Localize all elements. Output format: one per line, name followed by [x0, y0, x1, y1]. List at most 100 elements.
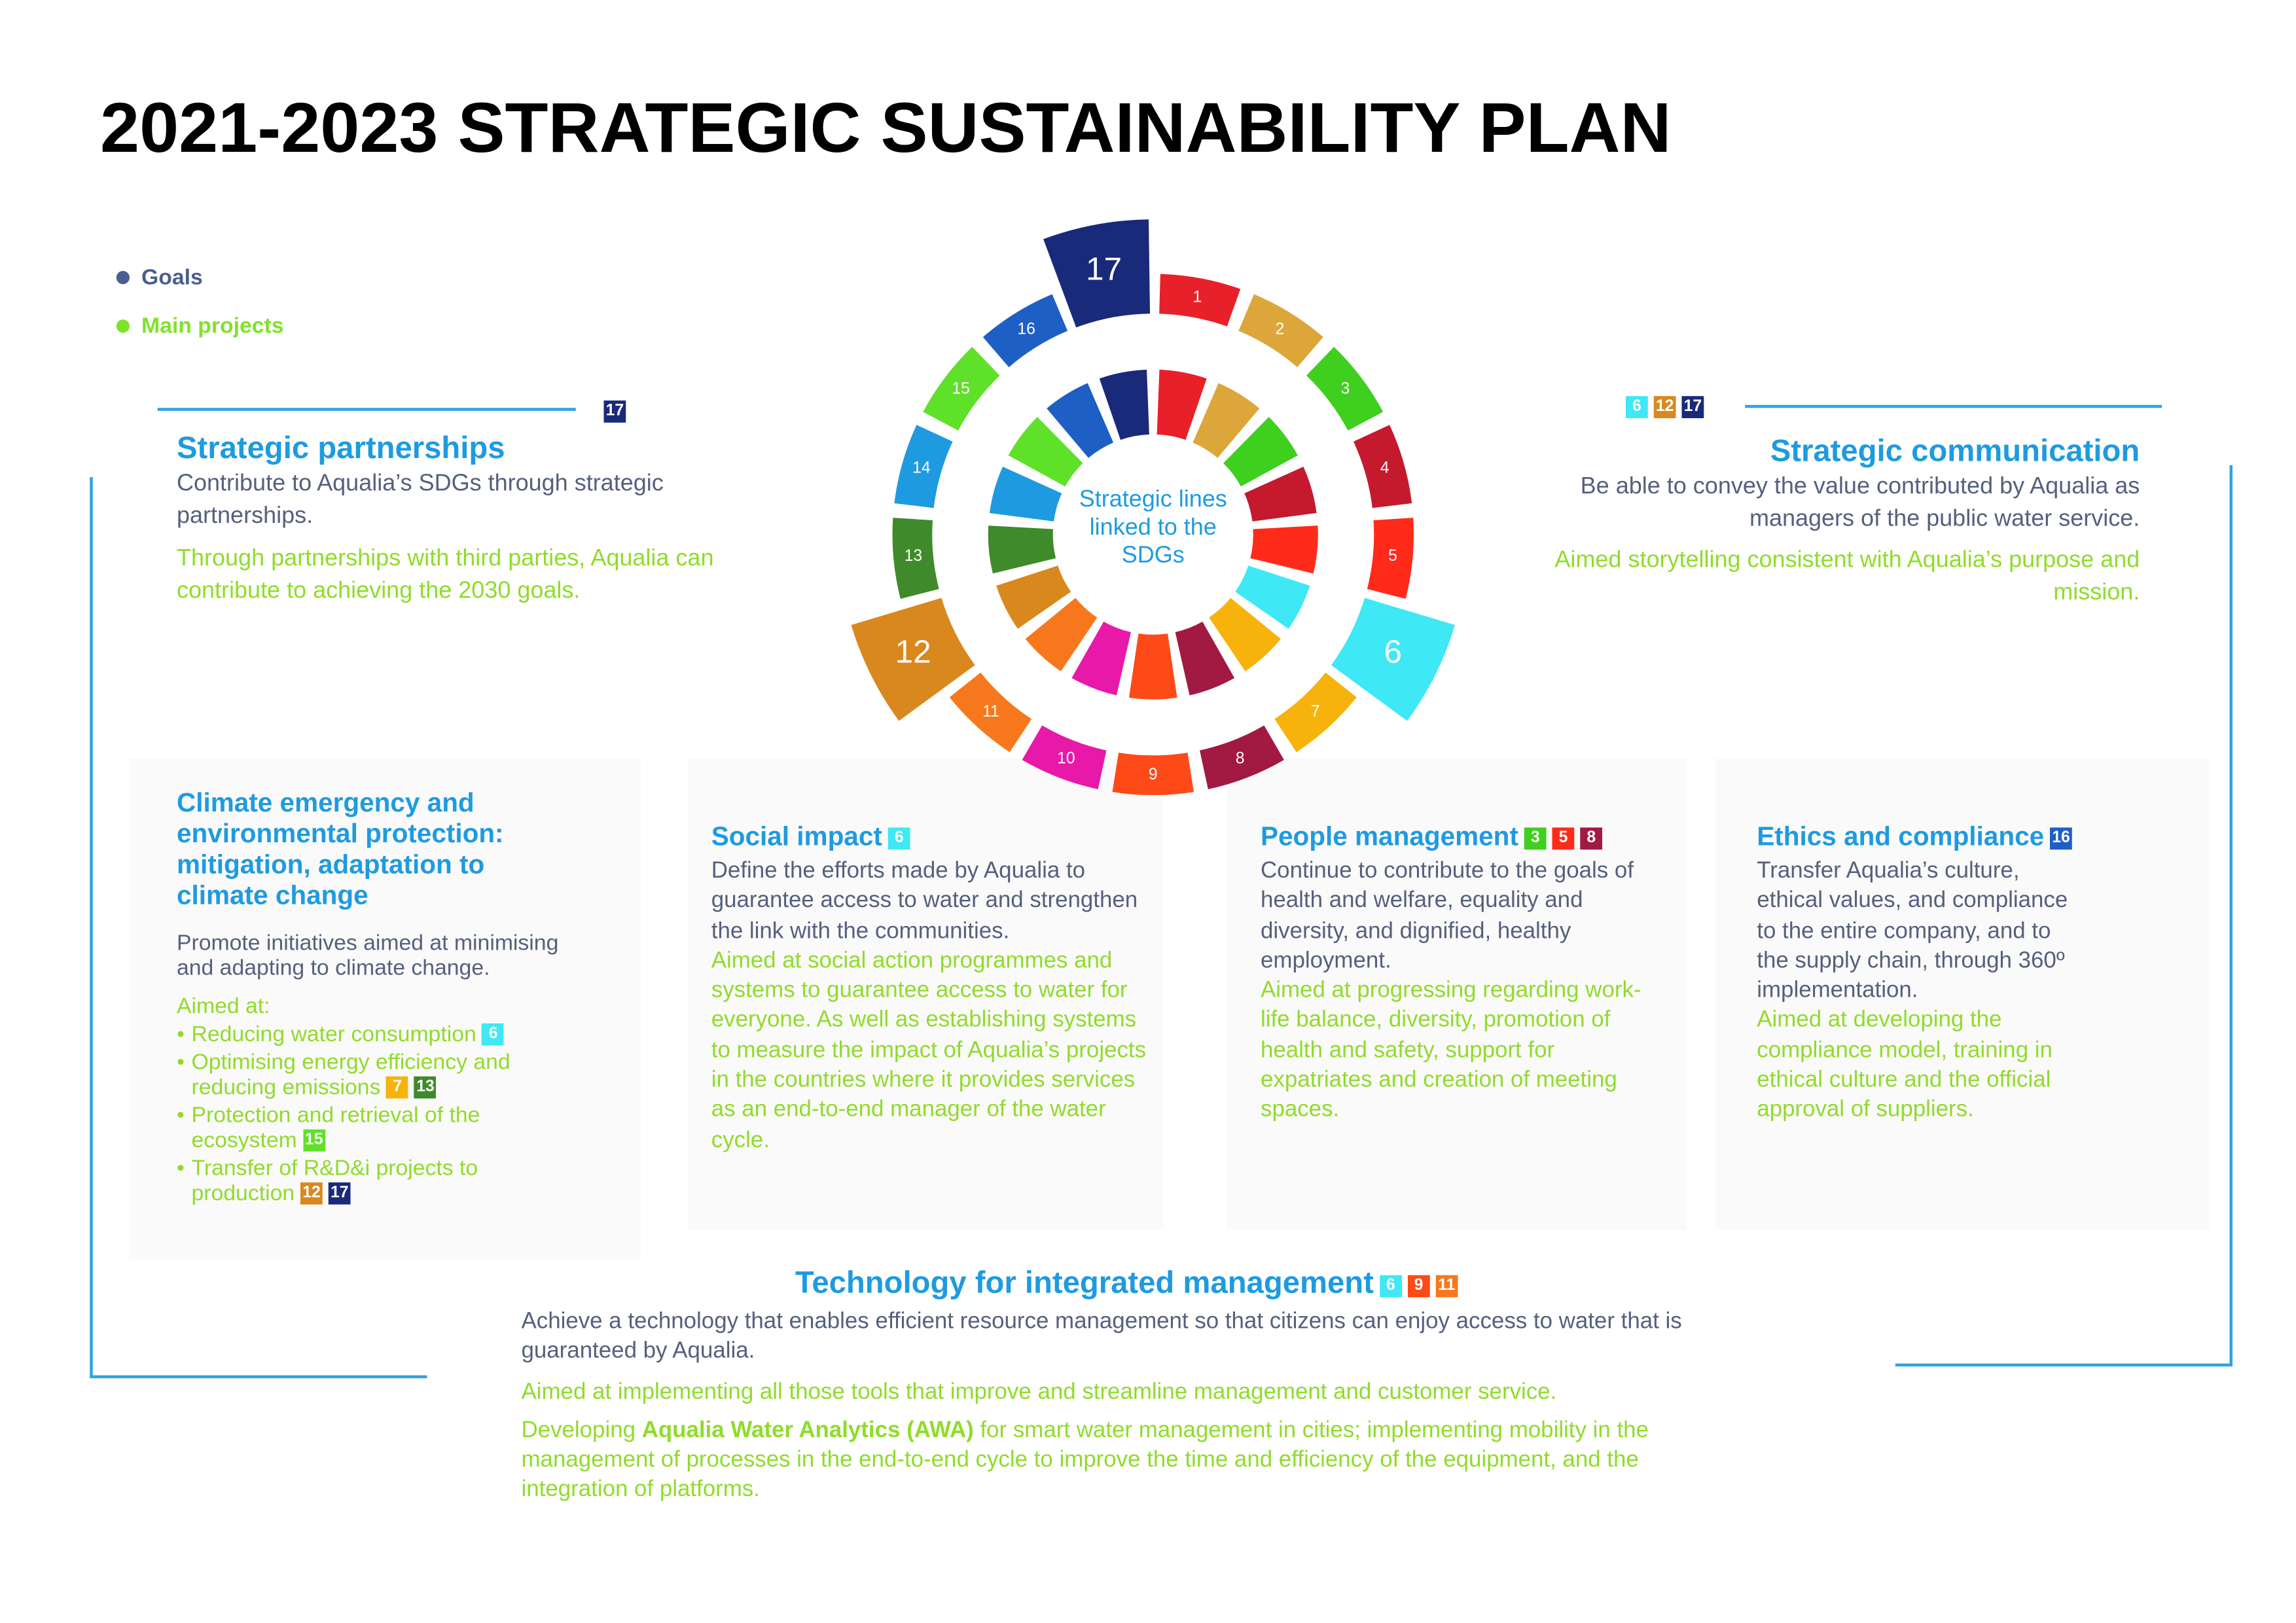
panel — [1227, 758, 1687, 1230]
inner-segment — [988, 526, 1056, 574]
section-description: Be able to convey the value contributed … — [1580, 474, 2140, 532]
sdg-segment — [1353, 425, 1412, 508]
sdg-segment — [1331, 597, 1455, 721]
bullet: Transfer of R&D&i projects to production… — [177, 1156, 537, 1206]
sdg-badge: 15 — [302, 1129, 325, 1152]
section-description: Contribute to Aqualia’s SDGs through str… — [177, 471, 664, 529]
project-highlight: Aqualia Water Analytics (AWA) — [641, 1418, 974, 1443]
sdg-badge: 6 — [888, 827, 910, 850]
sdg-badge: 12 — [1653, 396, 1676, 418]
project-text: Developing — [521, 1418, 642, 1443]
sdg-badge: 7 — [386, 1076, 409, 1099]
bracket-line — [2229, 465, 2233, 1366]
section-project: Aimed at developing the compliance model… — [1757, 1008, 2053, 1123]
sdg-segment — [923, 347, 1000, 431]
sdg-label: 1 — [1193, 289, 1202, 306]
sdg-segment — [1274, 672, 1357, 753]
badges: 6 12 17 — [1620, 395, 1704, 421]
sdg-label: 11 — [982, 703, 999, 721]
bracket-line — [157, 408, 576, 411]
sdg-segment — [949, 672, 1032, 753]
bullet-text: Optimising energy efficiency and reducin… — [191, 1050, 511, 1100]
sdg-label: 9 — [1149, 766, 1158, 783]
sdg-segment — [851, 597, 975, 721]
sdg-label: 4 — [1380, 459, 1390, 477]
inner-segment — [1209, 597, 1281, 671]
badges: 15 — [297, 1128, 325, 1153]
sdg-badge: 8 — [1580, 827, 1603, 850]
legend-dot — [116, 271, 130, 285]
inner-segment — [1244, 467, 1317, 522]
sdg-segment — [1367, 518, 1414, 599]
sdg-label: 6 — [1384, 633, 1403, 669]
section-description: Define the efforts made by Aqualia to gu… — [711, 858, 1138, 944]
sdg-segment — [982, 294, 1068, 368]
sdg-badge: 16 — [2050, 827, 2072, 850]
sdg-segment — [1043, 219, 1151, 328]
section: Strategic partnerships Contribute to Aqu… — [177, 430, 736, 608]
section: Ethics and compliance 16 Transfer Aqualia… — [1757, 820, 2088, 1126]
section-title: Social impact — [711, 821, 882, 851]
sdg-label: 3 — [1340, 380, 1350, 398]
sdg-badge: 12 — [300, 1182, 323, 1205]
bullet-text: Reducing water consumption — [191, 1022, 476, 1047]
badges: 6 9 11 — [1374, 1274, 1458, 1298]
sdg-label: 5 — [1388, 547, 1397, 565]
section-project: Aimed at progressing regarding work-life… — [1261, 978, 1641, 1123]
inner-segment — [1047, 383, 1114, 458]
section-heading: Ethics and compliance 16 — [1757, 820, 2088, 853]
section-project: Aimed storytelling consistent with Aqual… — [1554, 548, 2140, 605]
sdg-badge: 13 — [414, 1076, 437, 1099]
section-heading: People management 3 5 8 — [1261, 820, 1643, 853]
badges: 16 — [2044, 822, 2072, 851]
section-description: Promote initiatives aimed at minimising … — [177, 931, 559, 981]
sdg-label: 10 — [1057, 749, 1075, 767]
section-description: Achieve a technology that enables effici… — [521, 1309, 1682, 1364]
section-title: People management — [1261, 821, 1518, 851]
bracket-line — [90, 477, 93, 1378]
section: People management 3 5 8 Continue to contrib… — [1261, 820, 1643, 1126]
inner-segment — [1235, 565, 1310, 629]
section-heading: Social impact 6 — [711, 820, 1153, 853]
legend-dot — [116, 319, 130, 333]
inner-segment — [1250, 526, 1318, 574]
inner-segment — [1071, 621, 1131, 696]
legend-entry: Main projects — [116, 313, 284, 339]
badges: 12 17 — [295, 1181, 351, 1206]
section-project: Developing Aqualia Water Analytics (AWA)… — [522, 1417, 1729, 1505]
inner-segment — [1099, 369, 1149, 440]
sdg-segment — [1112, 753, 1194, 796]
section-title: Strategic communication — [1770, 434, 2140, 469]
section-description: Continue to contribute to the goals of h… — [1261, 858, 1634, 974]
sdg-badge: 17 — [1681, 396, 1704, 418]
bullet-text: Protection and retrieval of the ecosyste… — [191, 1103, 480, 1153]
page-title: 2021-2023 STRATEGIC SUSTAINABILITY PLAN — [100, 90, 1672, 168]
inner-segment — [1025, 597, 1098, 671]
sdg-badge: 9 — [1407, 1275, 1430, 1298]
bracket-line — [90, 1375, 427, 1378]
section-description: Transfer Aqualia’s culture, ethical valu… — [1757, 858, 2068, 1003]
sdg-badge: 6 — [1379, 1275, 1402, 1298]
legend: Goals Main projects — [116, 265, 284, 339]
section-title: Technology for integrated management — [795, 1266, 1374, 1300]
bullet: Protection and retrieval of the ecosyste… — [177, 1103, 537, 1153]
inner-segment — [1128, 633, 1177, 700]
inner-segment — [989, 467, 1062, 522]
section-project: Aimed at social action programmes and sy… — [711, 948, 1147, 1153]
section-heading: Technology for integrated management 6 9 11 — [795, 1266, 1458, 1302]
inner-segment — [996, 565, 1071, 629]
aim-intro: Aimed at: — [177, 993, 270, 1019]
sdg-segment — [1159, 274, 1241, 327]
sdg-segment — [1238, 294, 1323, 368]
bullet: Optimising energy efficiency and reducin… — [177, 1050, 537, 1100]
sdg-segment — [892, 518, 939, 599]
sdg-label: 12 — [895, 633, 931, 669]
legend-label: Main projects — [141, 313, 284, 339]
wheel-center-text: Strategic lines linked to the SDGs — [1079, 487, 1227, 569]
section-title: Climate emergency and environmental prot… — [177, 787, 504, 910]
sdg-segment — [894, 425, 953, 508]
badges: 6 — [882, 822, 910, 851]
sdg-label: 16 — [1017, 321, 1035, 338]
